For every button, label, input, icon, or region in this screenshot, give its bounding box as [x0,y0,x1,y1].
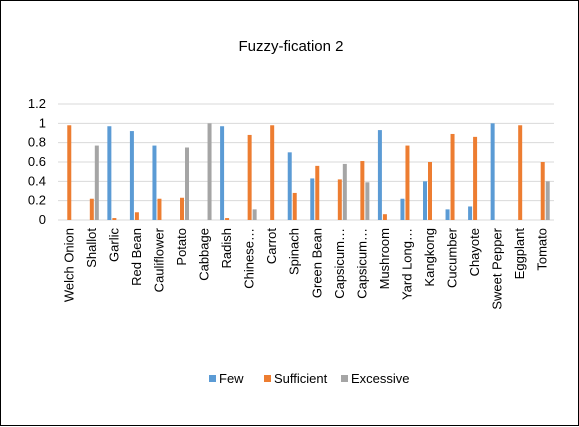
bar-few-19 [490,123,495,220]
bar-excessive-5 [185,147,189,220]
chart-title: Fuzzy-fication 2 [238,38,343,55]
bar-few-15 [400,198,405,220]
bar-sufficient-4 [157,198,162,220]
bar-few-4 [152,145,157,220]
bar-sufficient-8 [247,134,252,220]
bar-few-10 [287,152,292,220]
x-tick-label: Potato [174,228,189,266]
x-tick-label: Shallot [84,228,99,268]
bar-excessive-13 [365,182,370,220]
bar-excessive-1 [94,145,99,220]
x-tick-label: Chayote [467,228,482,276]
bar-few-2 [107,126,112,220]
x-tick-label: Cauliflower [151,227,166,292]
x-tick-label: Mushroom [377,228,392,289]
x-tick-label: Eggplant [512,228,527,280]
x-tick-label: Cabbage [197,228,212,281]
bar-sufficient-21 [540,162,545,220]
bar-sufficient-17 [450,133,455,220]
y-tick-label: 1 [39,115,46,130]
bar-sufficient-1 [89,198,94,220]
x-tick-label: Garlic [106,228,121,262]
bar-sufficient-2 [112,218,117,220]
y-tick-label: 0.8 [28,135,46,150]
legend-label-few: Few [219,371,244,386]
bar-sufficient-3 [134,212,139,220]
y-tick-label: 0.2 [28,193,46,208]
bar-excessive-21 [545,181,550,220]
x-tick-label: Kangkong [422,228,437,287]
x-axis-ticks: Welch Onion Shallot Garlic Red Bean Cauliflo… [61,227,549,309]
bar-sufficient-10 [292,192,297,220]
bar-few-16 [423,181,427,220]
bar-excessive-12 [342,163,347,220]
x-tick-label: Capsicum… [354,228,369,299]
legend-label-sufficient: Sufficient [274,371,328,386]
bar-sufficient-9 [270,125,275,220]
bar-sufficient-14 [382,214,387,220]
bar-sufficient-5 [180,197,184,220]
x-tick-label: Carrot [264,228,279,265]
bar-sufficient-16 [428,162,432,220]
legend-swatch-few [209,375,216,382]
bar-few-7 [220,126,225,220]
bar-few-14 [377,130,382,220]
bar-sufficient-18 [473,136,478,220]
y-tick-label: 0 [39,212,46,227]
bar-excessive-8 [252,209,257,220]
gridlines [58,103,554,221]
bar-few-3 [129,131,134,220]
legend: Few Sufficient Excessive [209,371,410,386]
legend-swatch-excessive [341,375,348,382]
y-tick-label: 0.4 [28,173,46,188]
x-tick-label: Spinach [287,228,302,275]
bar-few-18 [468,206,473,220]
y-tick-label: 0.6 [28,154,46,169]
x-tick-label: Red Bean [129,228,144,286]
bar-excessive-6 [207,123,212,220]
x-tick-label: Capsicum… [332,228,347,299]
y-tick-label: 1.2 [28,96,46,111]
bar-sufficient-11 [315,165,320,220]
bar-sufficient-0 [67,125,72,220]
bar-sufficient-12 [337,179,342,220]
y-axis-ticks: 0 0.2 0.4 0.6 0.8 1 1.2 [28,96,46,227]
x-tick-label: Sweet Pepper [490,227,505,309]
bars [67,123,550,220]
x-tick-label: Yard Long… [399,228,414,300]
bar-few-11 [310,178,315,220]
bar-sufficient-13 [360,161,365,220]
bar-sufficient-7 [225,218,230,220]
legend-label-excessive: Excessive [351,371,410,386]
x-tick-label: Radish [219,228,234,268]
bar-sufficient-20 [518,125,523,220]
x-tick-label: Green Bean [309,228,324,298]
x-tick-label: Chinese… [242,228,257,289]
x-tick-label: Welch Onion [61,228,76,302]
x-tick-label: Cucumber [445,227,460,288]
bar-few-17 [445,209,450,220]
x-tick-label: Tomato [535,228,550,271]
bar-sufficient-15 [405,145,410,220]
legend-swatch-sufficient [264,375,271,382]
